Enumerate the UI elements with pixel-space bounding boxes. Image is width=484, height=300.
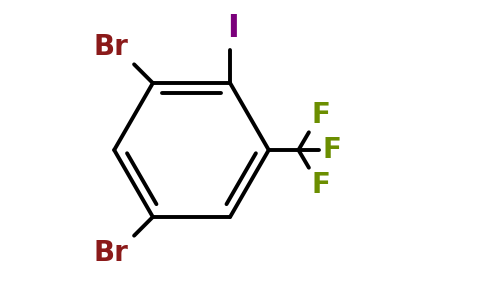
Text: F: F (312, 171, 331, 199)
Text: I: I (227, 14, 239, 44)
Text: F: F (312, 101, 331, 129)
Text: F: F (322, 136, 341, 164)
Text: Br: Br (93, 33, 128, 61)
Text: Br: Br (93, 238, 128, 267)
